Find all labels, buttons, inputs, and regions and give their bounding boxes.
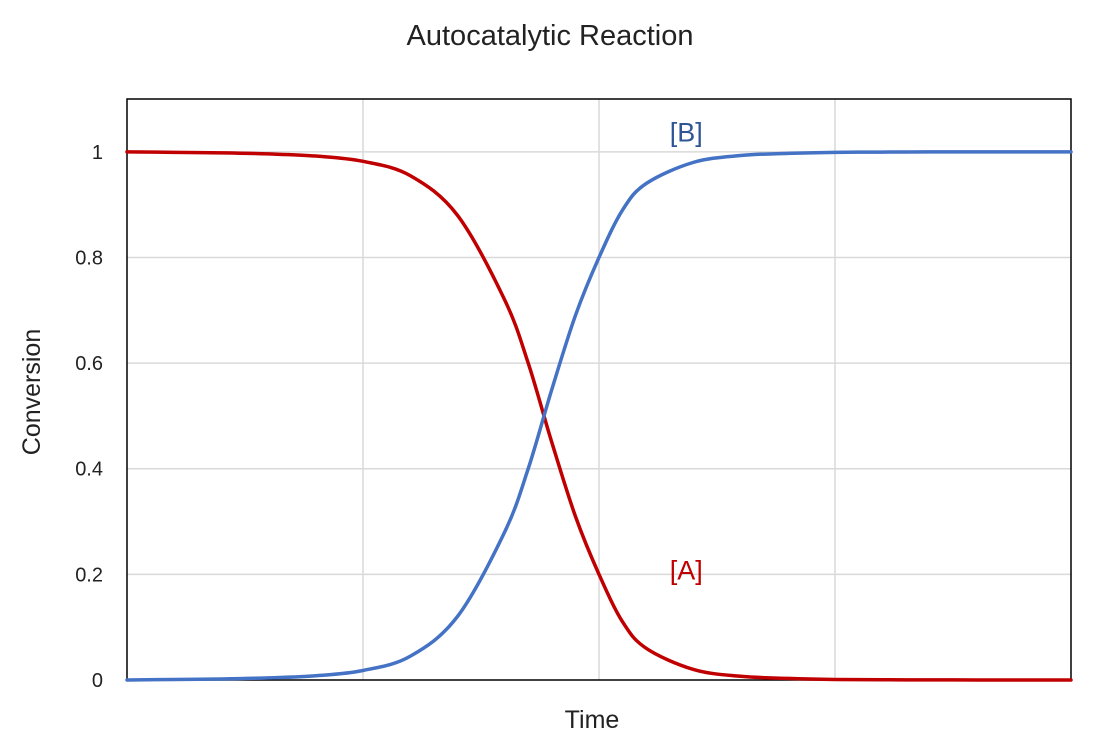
y-tick-label-0: 0 xyxy=(92,670,103,692)
y-tick-label-5: 1 xyxy=(92,142,103,164)
series-group xyxy=(125,150,1073,682)
annotation-label-0: [B] xyxy=(670,117,703,147)
series-line-0 xyxy=(125,150,1073,682)
y-tick-label-3: 0.6 xyxy=(75,353,103,375)
chart-title: Autocatalytic Reaction xyxy=(407,20,694,52)
y-axis-label: Conversion xyxy=(18,329,46,455)
plot-area-border xyxy=(126,98,1072,681)
grid xyxy=(127,99,1071,680)
y-axis-ticks: 0 0.2 0.4 0.6 0.8 1 xyxy=(75,142,103,692)
x-axis-label: Time xyxy=(565,706,620,734)
y-tick-label-4: 0.8 xyxy=(75,247,103,269)
y-tick-label-1: 0.2 xyxy=(75,564,103,586)
annotation-label-1: [A] xyxy=(670,556,703,586)
annotations: [B] [A] xyxy=(670,117,703,585)
series-line-1 xyxy=(125,150,1073,682)
y-tick-label-2: 0.4 xyxy=(75,459,103,481)
